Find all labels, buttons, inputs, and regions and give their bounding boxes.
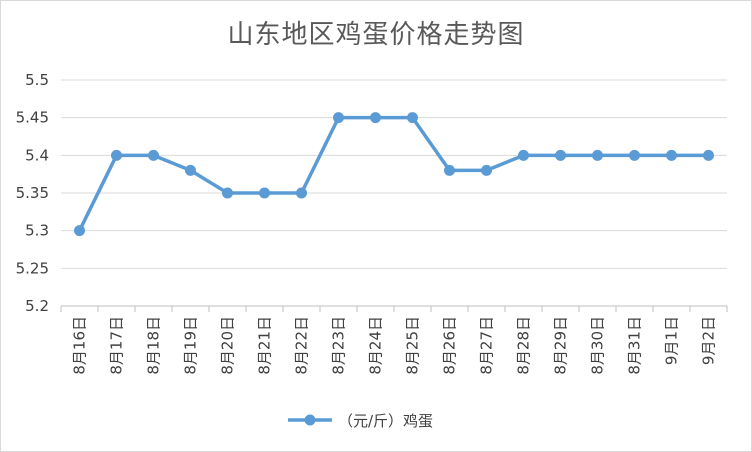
data-point — [370, 112, 381, 124]
data-point — [407, 112, 418, 124]
data-point — [555, 149, 566, 161]
data-point — [629, 149, 640, 161]
data-point — [518, 149, 529, 161]
x-tick-label: 8月18日 — [145, 316, 163, 375]
x-tick-label: 8月31日 — [626, 316, 644, 375]
data-point — [111, 149, 122, 161]
x-tick-label: 8月24日 — [367, 316, 385, 375]
data-point — [222, 187, 233, 199]
x-tick-label: 8月21日 — [256, 316, 274, 375]
x-tick-label: 8月17日 — [108, 316, 126, 375]
data-point — [74, 225, 85, 237]
x-axis-ticks: 8月16日 8月17日 8月18日 8月19日 8月20日 8月21日 8月22日 8月23日… — [60, 306, 728, 375]
series-line — [77, 115, 709, 232]
data-point — [703, 149, 714, 161]
x-tick-label: 8月27日 — [478, 316, 496, 375]
data-point — [444, 164, 455, 176]
gridlines — [61, 79, 727, 307]
data-point — [592, 149, 603, 161]
x-tick-label: 8月22日 — [293, 316, 311, 375]
y-tick-label: 5.35 — [16, 184, 49, 202]
y-tick-label: 5.4 — [25, 146, 49, 164]
legend-label: （元/斤）鸡蛋 — [338, 412, 433, 430]
y-tick-label: 5.45 — [16, 109, 49, 127]
y-tick-label: 5.3 — [25, 222, 49, 240]
x-tick-label: 8月23日 — [330, 316, 348, 375]
legend-marker — [304, 414, 316, 426]
data-point — [259, 187, 270, 199]
legend: （元/斤）鸡蛋 — [288, 412, 433, 430]
data-point — [333, 112, 344, 124]
data-point — [148, 149, 159, 161]
x-tick-label: 8月20日 — [219, 316, 237, 375]
x-tick-label: 8月26日 — [441, 316, 459, 375]
x-tick-label: 8月16日 — [71, 316, 89, 375]
x-tick-label: 8月25日 — [404, 316, 422, 375]
y-tick-label: 5.25 — [16, 259, 49, 277]
x-tick-label: 9月2日 — [700, 316, 718, 365]
data-point — [481, 164, 492, 176]
x-tick-label: 8月19日 — [182, 316, 200, 375]
x-tick-label: 8月28日 — [515, 316, 533, 375]
x-tick-label: 9月1日 — [663, 316, 681, 365]
x-tick-label: 8月29日 — [552, 316, 570, 375]
y-tick-label: 5.2 — [25, 297, 49, 315]
data-point — [666, 149, 677, 161]
x-tick-label: 8月30日 — [589, 316, 607, 375]
chart-title: 山东地区鸡蛋价格走势图 — [227, 20, 525, 50]
data-point — [185, 164, 196, 176]
series-egg — [74, 112, 714, 237]
y-axis-ticks: 5.2 5.25 5.3 5.35 5.4 5.45 5.5 — [16, 71, 49, 315]
data-point — [296, 187, 307, 199]
y-tick-label: 5.5 — [25, 71, 49, 89]
